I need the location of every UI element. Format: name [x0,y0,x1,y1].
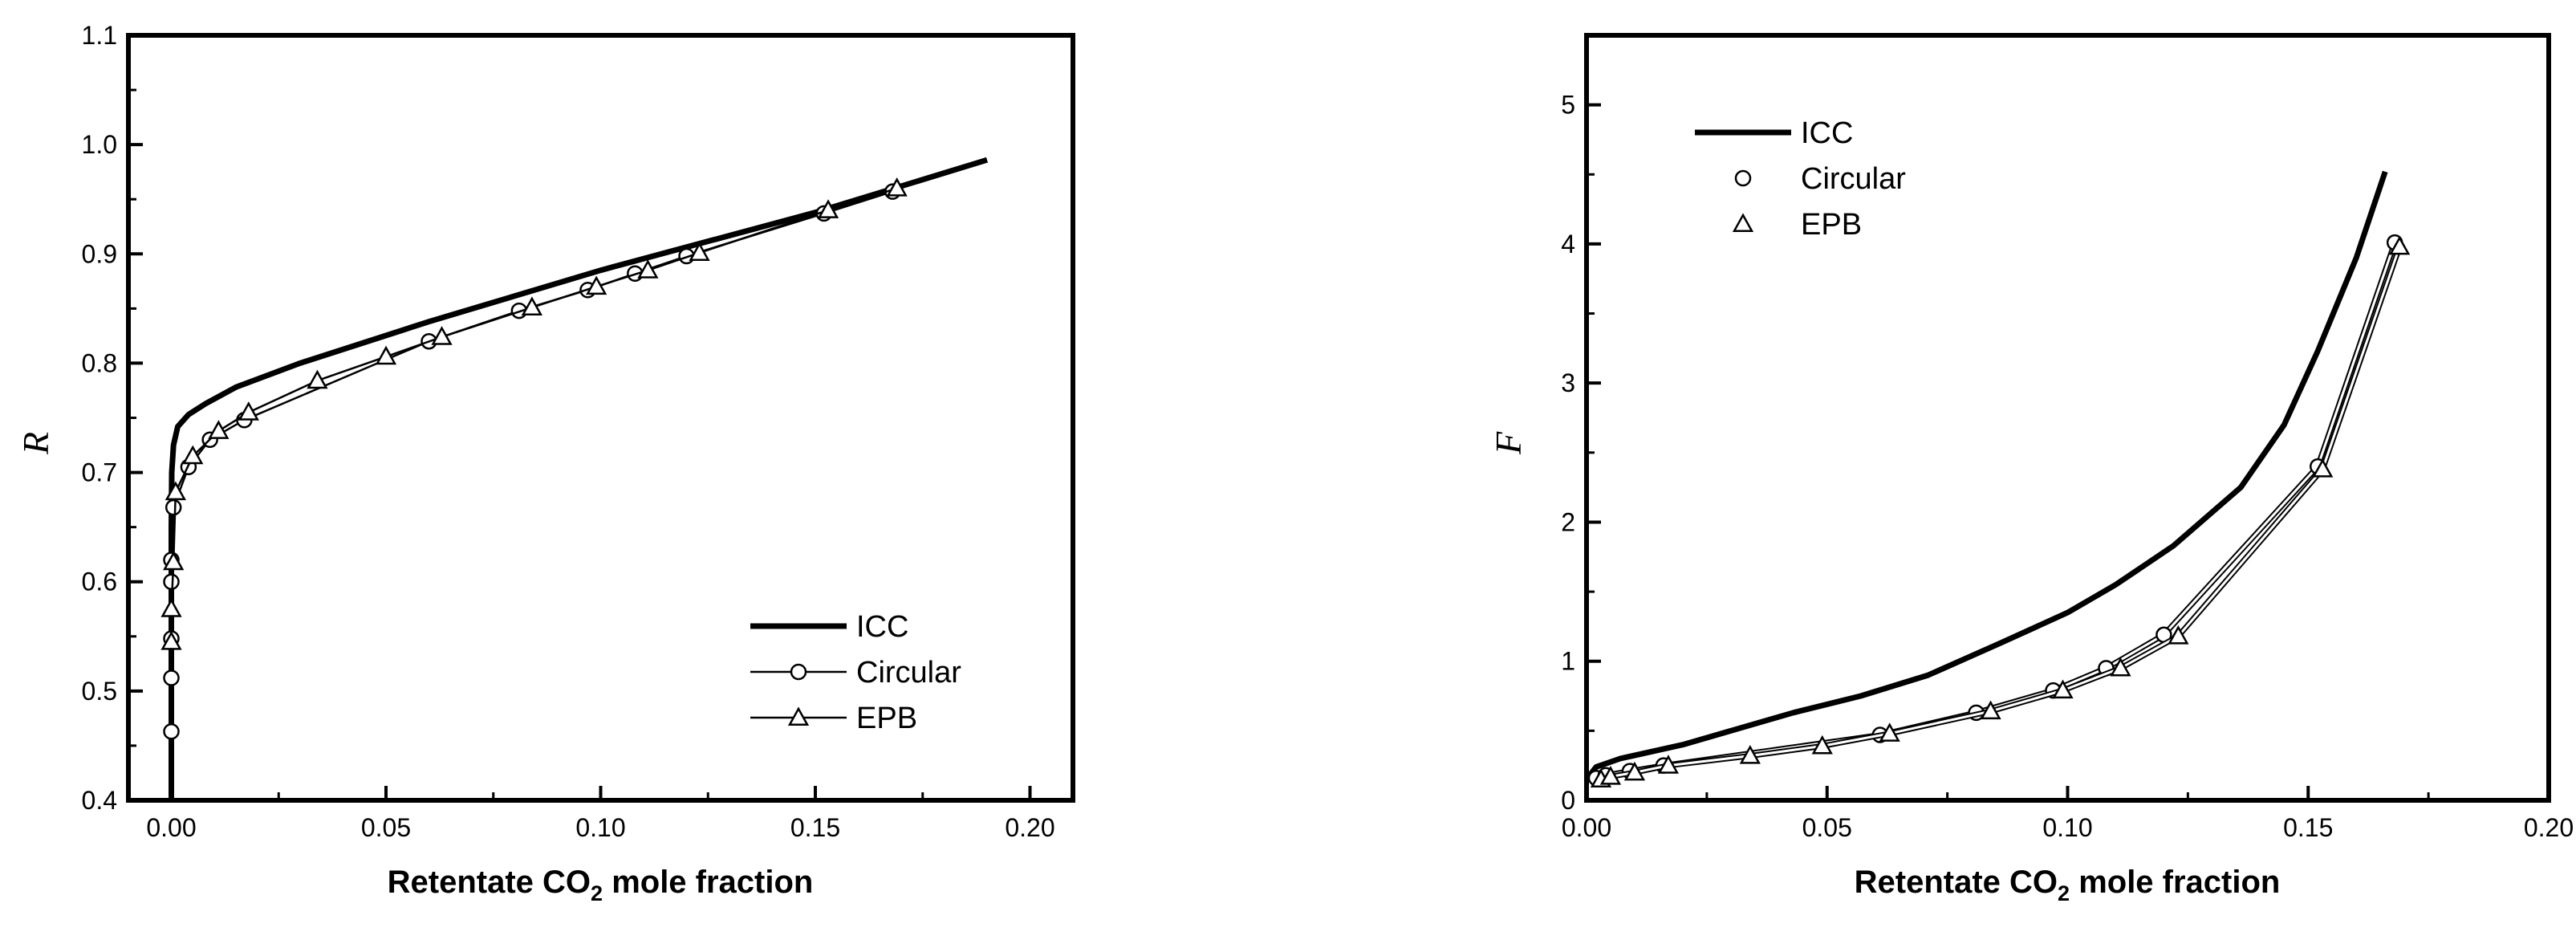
chart-r-x-axis-label-tail: mole fraction [603,865,813,900]
chart-r-series-icc-legend-label: ICC [856,610,908,644]
chart-f-series-epb-line [1600,246,2403,783]
chart-f-y-axis-label: F [1488,431,1529,455]
chart-r-series-epb-point [689,242,710,261]
chart-r-x-axis-label-subscript: 2 [591,881,603,905]
chart-r-marks [160,157,989,800]
chart-r-x-tick-label: 0.00 [146,813,196,842]
chart-f-x-axis-label: Retentate CO2 mole fraction [1855,865,2281,905]
chart-f-series-circular-legend-label: Circular [1801,162,1906,196]
chart-r: 0.00 0.05 0.10 0.15 0.20 0.4 0.5 0.6 0.7 0.8 0.9 1.… [15,21,1075,905]
chart-f-series-icc-line [1584,170,2388,782]
chart-r-y-tick-label: 0.9 [82,239,117,268]
chart-f-series-epb-point [1599,765,1622,785]
chart-r-series-icc-line [169,157,989,800]
chart-r-y-tick-label: 0.7 [82,458,117,487]
chart-r-series-epb-point [160,598,182,617]
chart-f-x-tick-label: 0.00 [1562,813,1611,842]
chart-r-series-epb-point [375,345,397,365]
chart-r-series-circular-point [163,573,180,590]
chart-f-series-epb-point [1623,761,1646,781]
chart-f-series-epb-point [2312,458,2334,478]
chart-f-series-epb-point [2052,679,2074,699]
chart-r-series-epb-point [163,551,185,571]
chart-r-series-epb-legend-label: EPB [856,702,917,735]
chart-r-y-tick-label: 0.6 [82,568,117,596]
chart-f-x-axis-label-subscript: 2 [2058,881,2070,905]
chart-f-series-circular-legend-marker [1734,169,1752,187]
chart-r-series-circular-point [163,669,180,686]
chart-f-x-axis-label-main: Retentate CO [1855,865,2058,900]
chart-r-series-epb-point [208,420,230,439]
chart-r-series-epb-point [307,369,328,389]
chart-r-x-tick-label: 0.05 [361,813,411,842]
chart-f-series-circular-line [1595,242,2398,781]
chart-f-y-tick-label: 0 [1561,786,1575,815]
chart-r-series-epb-point [431,326,453,345]
chart-f-series-icc-legend-label: ICC [1801,116,1853,150]
chart-r-series-circular-point [163,722,180,740]
chart-r-series-circular-line [170,190,893,732]
chart-f-y-tick-label: 5 [1561,91,1575,120]
chart-r-series-circular-point [165,498,182,516]
chart-r-legend: ICC Circular EPB [750,610,961,735]
chart-f-legend: ICC Circular EPB [1695,116,1906,242]
chart-r-y-axis-label: R [15,432,56,455]
chart-f-y-tick-label: 1 [1561,647,1575,676]
chart-f-series-epb-point [1739,744,1761,764]
chart-r-series-epb-point [586,275,607,295]
chart-f-ticks: 0.00 0.05 0.10 0.15 0.20 0 1 2 3 4 5 [1561,91,2574,842]
chart-r-y-tick-label: 1.1 [82,21,117,50]
chart-r-series-epb-point [160,631,182,650]
chart-r-x-tick-label: 0.20 [1005,813,1054,842]
chart-r-series-epb-point [165,481,186,501]
chart-f-series-epb-legend-label: EPB [1801,208,1862,242]
chart-r-series-epb-line [170,187,898,642]
chart-f: 0.00 0.05 0.10 0.15 0.20 0 1 2 3 4 5 ICC Circular EP… [1488,33,2574,905]
chart-f-series-epb-legend-marker [1732,213,1754,233]
chart-r-x-tick-label: 0.10 [575,813,625,842]
chart-r-x-tick-label: 0.15 [790,813,840,842]
chart-f-series-epb-point [2389,235,2411,255]
chart-r-y-tick-label: 1.0 [82,130,117,159]
chart-r-series-epb-point [886,177,908,197]
chart-r-series-epb-point [182,445,204,465]
chart-f-series-epb-point [2110,657,2131,677]
chart-r-series-epb-point [238,401,259,421]
chart-r-y-tick-label: 0.8 [82,348,117,377]
chart-r-series-circular-legend-marker [790,663,807,681]
chart-f-series-epb-point [1879,722,1900,742]
chart-f-series-epb-point [1657,755,1680,774]
chart-r-x-axis-label: Retentate CO2 mole fraction [388,865,814,905]
chart-r-series-epb-point [817,199,839,218]
chart-r-ticks: 0.00 0.05 0.10 0.15 0.20 0.4 0.5 0.6 0.7 0.8 0.9 1.… [82,21,1055,842]
chart-f-x-axis-label-tail: mole fraction [2070,865,2280,900]
chart-f-series-epb-line-inner [1600,246,2401,781]
chart-f-x-tick-label: 0.05 [1802,813,1852,842]
chart-f-y-tick-label: 3 [1561,368,1575,397]
chart-r-x-axis-label-main: Retentate CO [388,865,591,900]
chart-f-x-tick-label: 0.20 [2524,813,2574,842]
chart-r-y-tick-label: 0.5 [82,677,117,706]
chart-f-x-tick-label: 0.10 [2042,813,2092,842]
chart-f-y-tick-label: 2 [1561,507,1575,536]
chart-f-series-epb-point [2168,625,2189,645]
chart-r-series-epb-legend-marker [787,706,810,726]
chart-r-series-epb-point [521,296,543,316]
chart-f-series-epb-point [1980,700,2001,720]
chart-f-x-tick-label: 0.15 [2283,813,2333,842]
chart-f-series-epb-point [1811,734,1833,755]
chart-r-y-tick-label: 0.4 [82,786,117,815]
chart-r-series-epb-point [637,259,659,279]
chart-f-marks [1584,170,2411,788]
chart-r-series-circular-legend-label: Circular [856,656,961,690]
chart-f-y-tick-label: 4 [1561,230,1575,258]
